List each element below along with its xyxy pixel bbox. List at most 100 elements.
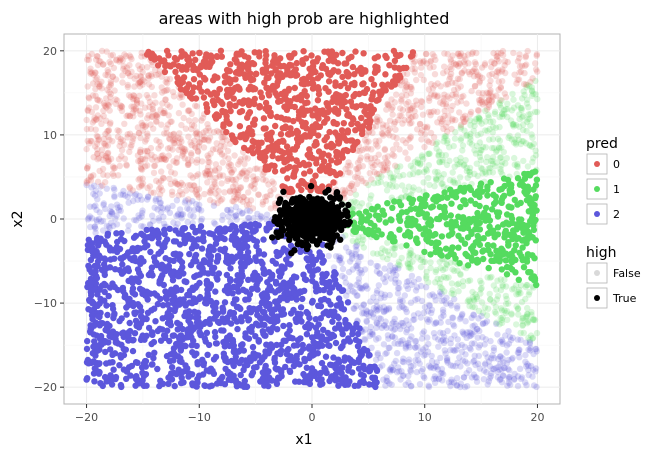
scatter-point — [476, 365, 484, 372]
scatter-point — [479, 165, 486, 173]
scatter-point — [195, 194, 203, 201]
scatter-point — [227, 167, 234, 174]
scatter-point — [226, 140, 234, 147]
scatter-point — [130, 103, 137, 110]
scatter-point — [160, 155, 167, 163]
scatter-point — [415, 357, 422, 364]
scatter-point — [514, 132, 522, 139]
scatter-point — [489, 123, 497, 131]
scatter-point — [378, 173, 385, 180]
scatter-point — [92, 56, 100, 63]
scatter-point — [358, 102, 365, 109]
scatter-point — [425, 308, 432, 315]
scatter-point — [212, 353, 220, 361]
scatter-point — [448, 65, 455, 73]
scatter-point — [438, 365, 446, 373]
scatter-point — [241, 221, 249, 228]
scatter-point — [455, 342, 462, 349]
scatter-point — [472, 150, 480, 157]
scatter-point — [181, 278, 188, 285]
scatter-point — [86, 104, 93, 111]
scatter-point — [419, 346, 427, 353]
scatter-point — [458, 348, 466, 355]
scatter-point — [339, 73, 346, 81]
scatter-point — [418, 98, 426, 106]
scatter-point — [427, 259, 434, 266]
scatter-point — [85, 56, 93, 64]
scatter-point — [142, 138, 149, 145]
scatter-point — [251, 100, 258, 108]
scatter-point — [413, 368, 420, 376]
scatter-point — [156, 382, 163, 390]
scatter-point — [505, 221, 512, 228]
scatter-point — [91, 223, 99, 230]
scatter-point — [396, 304, 403, 311]
scatter-point — [379, 362, 386, 369]
scatter-point — [447, 58, 455, 65]
scatter-point — [93, 235, 101, 242]
scatter-point — [368, 155, 375, 162]
scatter-point — [148, 113, 155, 121]
scatter-point — [440, 183, 447, 191]
scatter-point — [514, 76, 521, 84]
scatter-point — [234, 194, 241, 201]
scatter-point — [497, 305, 505, 312]
scatter-point — [103, 265, 110, 272]
scatter-point — [444, 194, 451, 201]
scatter-point — [410, 312, 418, 319]
scatter-point — [139, 377, 146, 384]
scatter-point — [123, 311, 130, 318]
scatter-point — [461, 61, 469, 68]
scatter-point — [432, 175, 440, 182]
scatter-point — [433, 145, 440, 152]
scatter-point — [407, 133, 414, 140]
scatter-point — [142, 123, 149, 131]
scatter-point — [510, 120, 517, 128]
scatter-point — [111, 87, 118, 94]
scatter-point — [138, 230, 145, 237]
scatter-point — [279, 183, 286, 190]
scatter-point — [372, 306, 380, 313]
scatter-point — [463, 132, 470, 139]
scatter-point — [128, 141, 135, 149]
scatter-point — [382, 307, 389, 314]
scatter-point — [105, 157, 113, 165]
scatter-point — [507, 117, 515, 124]
scatter-point — [523, 363, 530, 370]
scatter-point — [152, 66, 159, 74]
scatter-point — [243, 202, 251, 209]
scatter-point — [499, 66, 506, 73]
scatter-point — [376, 304, 384, 311]
scatter-point — [316, 370, 323, 377]
scatter-point — [341, 189, 348, 196]
scatter-point — [154, 113, 161, 120]
scatter-point — [399, 120, 406, 127]
scatter-point — [362, 145, 369, 152]
scatter-point — [205, 154, 212, 161]
scatter-point — [292, 378, 299, 385]
scatter-point — [195, 171, 202, 178]
scatter-point — [476, 73, 483, 80]
scatter-point — [166, 136, 173, 143]
scatter-point — [171, 140, 178, 147]
scatter-point — [94, 97, 101, 104]
scatter-point — [444, 119, 452, 126]
scatter-point — [427, 58, 434, 65]
scatter-point — [498, 185, 505, 193]
scatter-point — [175, 134, 182, 141]
scatter-point — [433, 239, 440, 246]
scatter-point — [516, 354, 523, 361]
scatter-point — [425, 382, 432, 389]
scatter-point — [332, 371, 339, 378]
scatter-point — [376, 137, 383, 144]
scatter-point — [426, 94, 433, 102]
scatter-point — [240, 193, 247, 201]
scatter-point — [108, 203, 115, 210]
scatter-point — [318, 253, 325, 261]
scatter-point — [109, 170, 116, 177]
scatter-point — [135, 129, 143, 137]
scatter-point — [141, 359, 149, 366]
scatter-point — [263, 211, 271, 218]
scatter-point — [292, 72, 299, 79]
scatter-point — [530, 155, 537, 162]
